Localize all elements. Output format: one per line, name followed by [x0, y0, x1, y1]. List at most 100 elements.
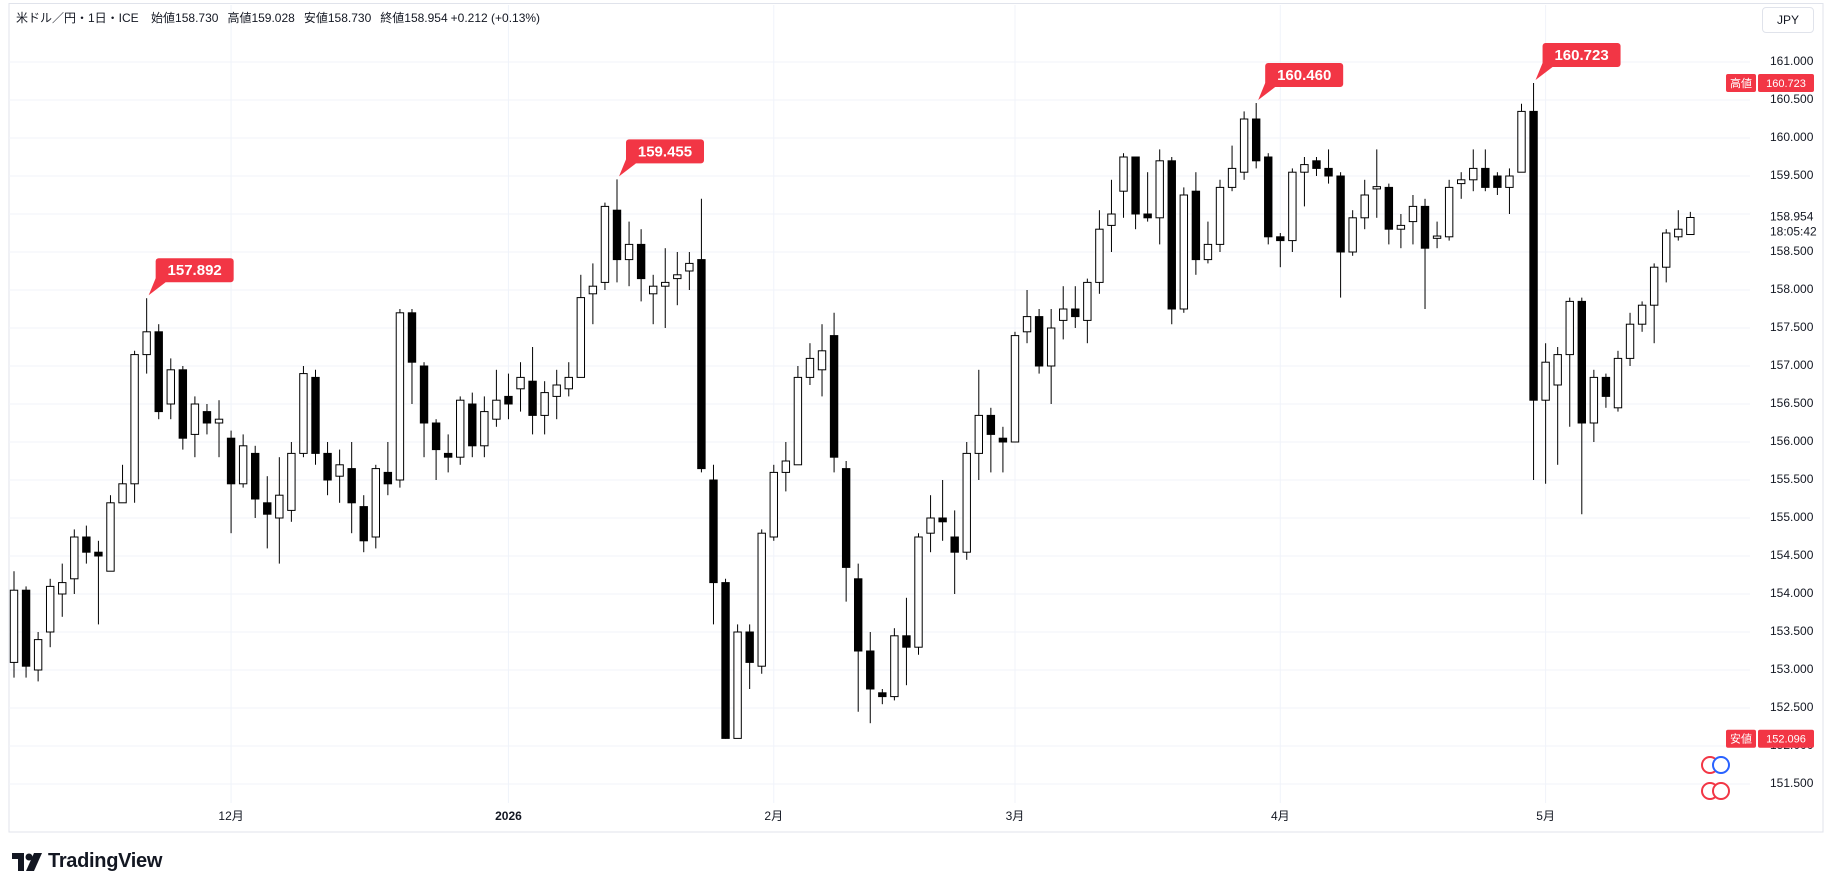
- legend-label: 高値: [227, 11, 252, 25]
- candle-body: [781, 460, 791, 473]
- candle-body: [1215, 186, 1225, 245]
- y-tick-label: 155.500: [1770, 472, 1814, 486]
- candle-body: [323, 452, 332, 481]
- callout-box: [155, 258, 234, 283]
- callout-tail: [619, 159, 636, 177]
- symbol: 米ドル／円・1日・ICE: [16, 11, 139, 25]
- candle-body: [335, 464, 344, 477]
- candle-body: [854, 578, 863, 652]
- candle-body: [1529, 110, 1538, 401]
- candle-body: [805, 357, 815, 378]
- candle-body: [1071, 308, 1080, 318]
- candle-body: [70, 536, 79, 580]
- event-icon[interactable]: [1712, 782, 1730, 800]
- candle-body: [902, 635, 911, 648]
- candle-body: [419, 365, 429, 424]
- y-tick-label: 160.000: [1770, 130, 1814, 144]
- candle-body: [1276, 236, 1285, 242]
- ohlc-legend: 米ドル／円・1日・ICE 始値158.730 高値159.028 安値158.730…: [16, 9, 543, 26]
- callout-tail: [1258, 83, 1276, 101]
- candle-body: [468, 403, 477, 447]
- candle-body: [154, 331, 163, 413]
- candle-body: [1637, 304, 1647, 325]
- candle-body: [456, 399, 465, 458]
- y-tick-label: 156.000: [1770, 434, 1814, 448]
- candle-body: [1457, 179, 1466, 185]
- candle-body: [1264, 156, 1273, 238]
- y-tick-label: 159.500: [1770, 168, 1814, 182]
- candle-body: [1119, 156, 1128, 192]
- candle-body: [817, 350, 827, 371]
- candle-body: [21, 589, 31, 667]
- candle-body: [1553, 354, 1562, 386]
- candle-body: [33, 639, 43, 671]
- candle-body: [1034, 316, 1044, 367]
- y-tick-label: 161.000: [1770, 54, 1814, 68]
- callout-label: 160.460: [1277, 67, 1331, 84]
- candle-body: [1155, 160, 1164, 219]
- price-label-name-box: [1726, 74, 1756, 93]
- brand-name: TradingView: [48, 850, 163, 872]
- candle-body: [1541, 361, 1550, 401]
- candle-body: [1662, 232, 1671, 268]
- candle-body: [564, 376, 573, 390]
- candle-body: [395, 312, 405, 481]
- brand-logo[interactable]: TradingView: [12, 850, 162, 873]
- candle-body: [1613, 357, 1623, 409]
- candle-body: [974, 414, 983, 454]
- price-label-value: 160.723: [1766, 78, 1806, 90]
- candle-body: [757, 532, 766, 667]
- candle-body: [938, 517, 947, 523]
- callout-tail: [148, 278, 166, 296]
- candle-body: [1396, 224, 1406, 230]
- candle-body: [118, 483, 127, 504]
- candle-body: [1360, 194, 1369, 219]
- candle-body: [1408, 205, 1418, 223]
- candle-body: [1372, 186, 1381, 190]
- candle-body: [1191, 190, 1201, 261]
- candle-body: [1179, 194, 1189, 310]
- candle-body: [1143, 213, 1152, 219]
- candle-body: [1625, 323, 1635, 359]
- legend-value: 158.730: [327, 11, 372, 25]
- brand-icon: [12, 852, 42, 871]
- price-label-value: 152.096: [1766, 734, 1806, 746]
- currency-button[interactable]: JPY: [1762, 7, 1814, 33]
- event-icon[interactable]: [1712, 756, 1730, 774]
- legend-label: 安値: [303, 11, 328, 25]
- candle-body: [1493, 175, 1502, 188]
- candle-body: [190, 403, 200, 435]
- candle-body: [1481, 167, 1490, 188]
- candle-body: [1131, 156, 1140, 215]
- candle-body: [504, 395, 513, 405]
- callout-box: [1265, 63, 1344, 88]
- x-tick-label: 2月: [764, 809, 783, 823]
- callout-label: 160.723: [1554, 47, 1608, 64]
- candle-body: [226, 437, 236, 485]
- candle-body: [407, 312, 417, 363]
- candle-body: [793, 376, 803, 466]
- price-label-box: [1758, 74, 1814, 93]
- candle-body: [1227, 167, 1237, 188]
- y-tick-label: 151.500: [1770, 776, 1814, 790]
- candle-body: [769, 471, 778, 538]
- candle-body: [1239, 118, 1249, 173]
- candle-body: [1565, 300, 1574, 356]
- candle-body: [106, 502, 115, 572]
- candle-body: [1059, 308, 1068, 321]
- y-tick-label: 153.500: [1770, 624, 1814, 638]
- y-tick-label: 152.500: [1770, 700, 1814, 714]
- candle-body: [1083, 281, 1092, 321]
- grid: [9, 5, 1750, 803]
- candle-body: [1674, 228, 1683, 238]
- candle-body: [1686, 216, 1695, 236]
- candle-body: [1251, 118, 1261, 162]
- callout-tail: [1535, 63, 1553, 81]
- callout-box: [626, 139, 704, 164]
- legend-label: 終値: [380, 11, 405, 25]
- candle-body: [528, 380, 537, 416]
- candle-body: [1517, 110, 1526, 173]
- y-tick-label: 155.000: [1770, 510, 1814, 524]
- candle-body: [383, 471, 393, 485]
